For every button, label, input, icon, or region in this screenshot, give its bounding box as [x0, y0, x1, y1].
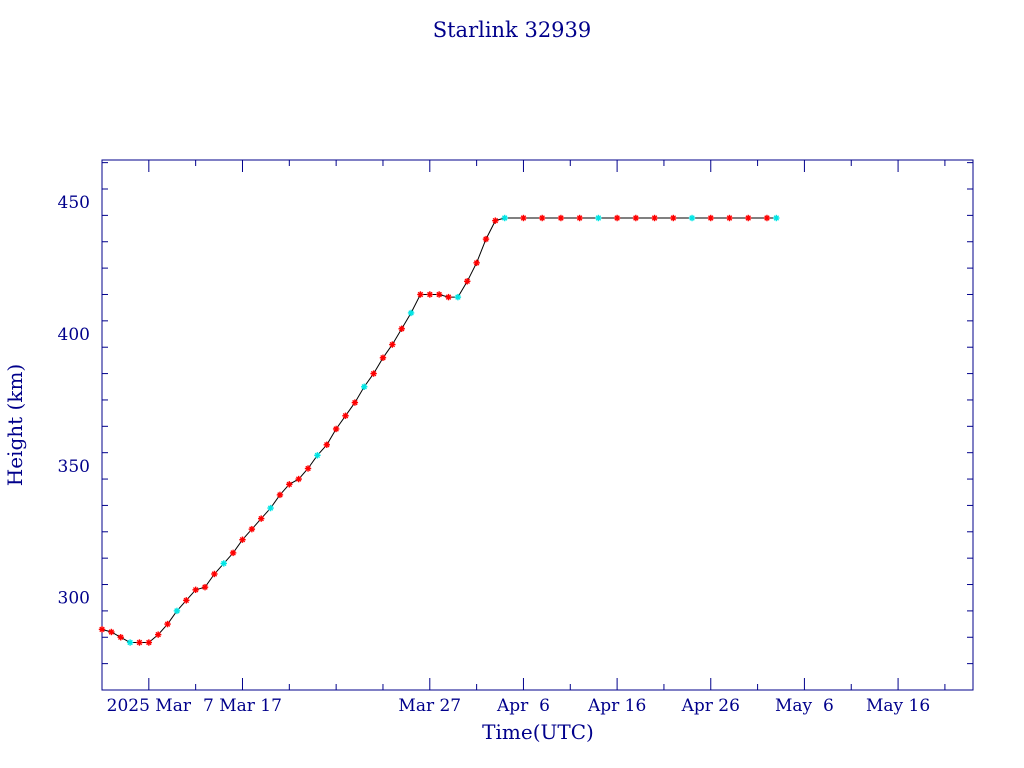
y-tick-labels: 300 350 400 450	[58, 193, 90, 609]
data-point	[398, 325, 405, 332]
data-point	[389, 341, 396, 348]
chart-title: Starlink 32939	[433, 18, 592, 42]
plot-frame	[101, 159, 974, 691]
data-point	[136, 639, 143, 646]
data-point	[613, 214, 621, 222]
data-point	[651, 214, 658, 222]
y-axis-label: Height (km)	[3, 364, 27, 486]
data-point	[351, 399, 359, 406]
data-point	[576, 214, 583, 222]
data-point	[557, 214, 565, 222]
data-point	[763, 214, 771, 222]
x-tick-label: Apr 16	[587, 696, 646, 716]
data-point	[426, 291, 433, 298]
data-point	[173, 607, 181, 615]
data-point	[595, 214, 602, 222]
data-point	[538, 214, 546, 222]
data-point	[342, 412, 349, 419]
data-point	[304, 465, 312, 472]
x-tick-label: May 16	[866, 696, 930, 716]
data-point	[707, 214, 714, 222]
data-point	[407, 309, 415, 317]
data-point	[117, 634, 124, 641]
data-point	[183, 597, 190, 604]
data-point	[286, 481, 293, 488]
data-point	[239, 536, 246, 543]
data-point	[108, 628, 115, 636]
data-point	[473, 259, 480, 267]
data-point	[295, 475, 302, 483]
data-point	[258, 515, 265, 522]
y-tick-label: 450	[58, 193, 90, 213]
x-axis-label: Time(UTC)	[482, 720, 594, 744]
data-point	[773, 214, 780, 222]
data-point	[726, 214, 733, 222]
axis-ticks	[102, 160, 973, 690]
data-point	[332, 425, 340, 433]
data-point	[267, 504, 274, 512]
x-tick-label: Apr 26	[681, 696, 740, 716]
data-point	[492, 217, 499, 224]
x-tick-label: May 6	[775, 696, 834, 716]
y-tick-label: 400	[58, 325, 90, 345]
x-tick-labels: 2025 Mar 7 Mar 17 Mar 27 Apr 6 Apr 16 Apr 26 M…	[107, 696, 931, 716]
data-point	[501, 214, 508, 222]
data-point	[276, 491, 284, 499]
data-point	[145, 639, 153, 646]
data-point	[482, 235, 490, 243]
data-point	[520, 214, 527, 222]
data-point	[361, 383, 368, 390]
data-point	[688, 214, 696, 222]
data-point	[445, 293, 452, 301]
data-point	[323, 441, 330, 448]
data-markers	[98, 214, 780, 646]
data-point	[201, 583, 209, 591]
data-point	[454, 293, 462, 301]
x-tick-label: Mar 27	[398, 696, 461, 716]
data-point	[229, 549, 237, 557]
x-tick-label: Apr 6	[496, 696, 550, 716]
data-point	[632, 214, 640, 222]
data-point	[98, 626, 106, 633]
data-point	[248, 525, 256, 533]
series-line	[101, 217, 777, 643]
data-point	[370, 370, 377, 377]
data-point	[164, 620, 171, 628]
data-point	[192, 586, 199, 594]
data-point	[745, 214, 752, 222]
data-point	[464, 278, 471, 285]
data-point	[154, 631, 162, 638]
data-point	[314, 452, 321, 459]
data-point	[126, 639, 134, 646]
data-point	[435, 291, 443, 298]
data-point	[379, 354, 387, 361]
data-point	[417, 291, 424, 298]
y-tick-label: 350	[58, 457, 90, 477]
data-point	[670, 214, 677, 222]
data-point	[220, 560, 227, 567]
x-tick-label: 2025 Mar	[107, 696, 192, 716]
x-tick-label: 7 Mar 17	[203, 696, 282, 716]
y-tick-label: 300	[58, 589, 90, 609]
data-point	[211, 570, 218, 578]
